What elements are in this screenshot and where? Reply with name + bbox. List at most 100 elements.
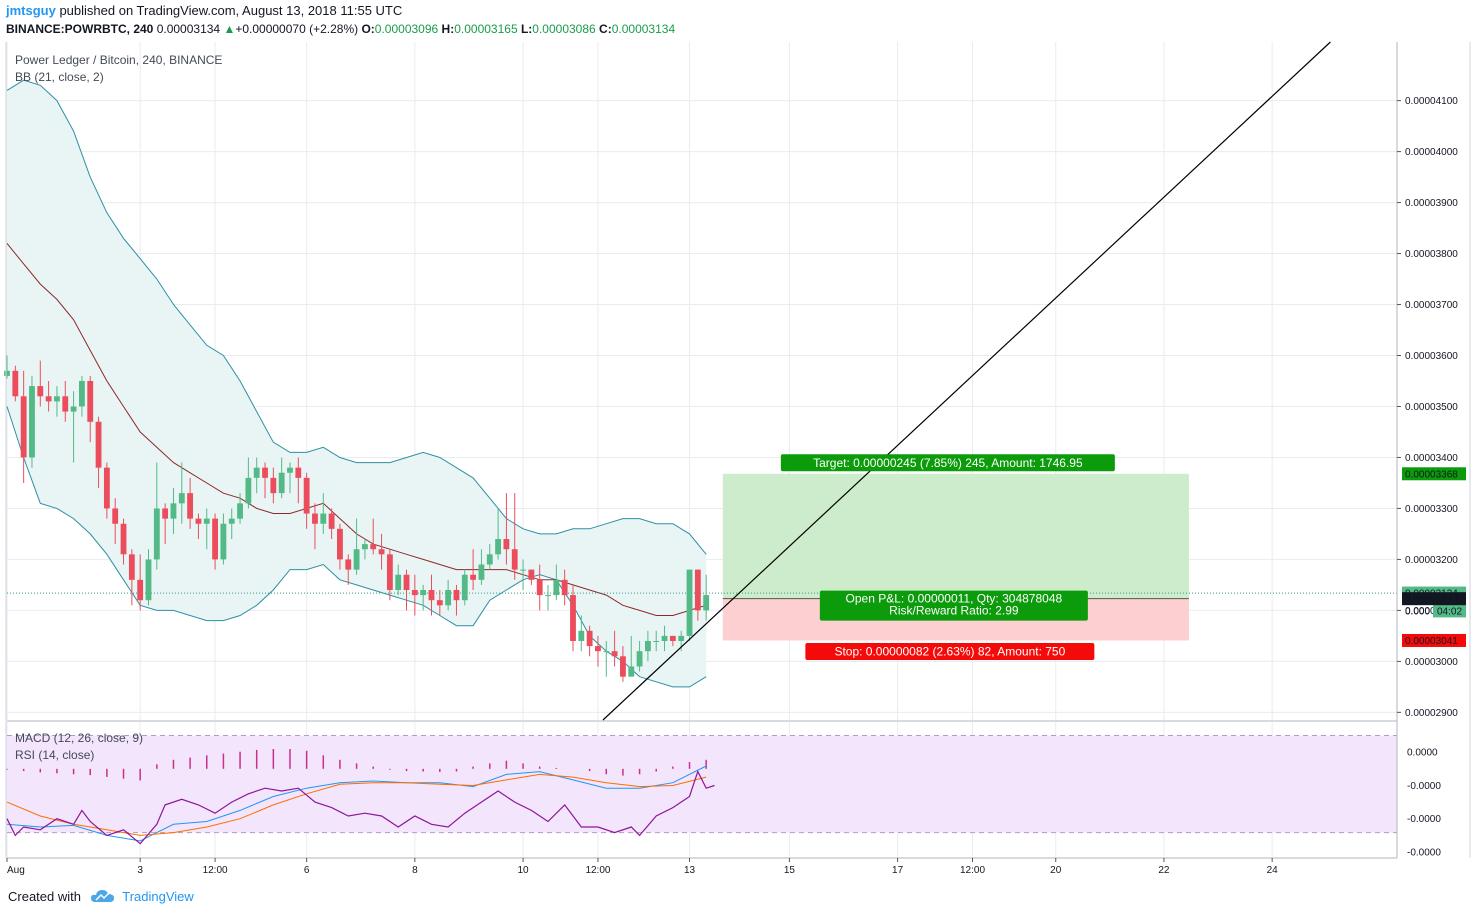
candle-body-up	[278, 472, 285, 494]
candle-body-up	[603, 651, 610, 653]
indicator-legend: Power Ledger / Bitcoin, 240, BINANCE BB …	[15, 53, 222, 762]
candle-body-down	[345, 559, 352, 570]
stop-label-bg	[805, 642, 1095, 660]
high-label: H:	[441, 22, 455, 36]
candle-body-up	[220, 523, 227, 560]
candle-body-down	[470, 574, 477, 580]
candle-body-down	[270, 477, 277, 494]
candle-body-up	[54, 396, 60, 402]
candle-body-down	[195, 518, 202, 524]
candle-body-up	[703, 595, 710, 611]
open-label: O:	[361, 22, 375, 36]
stop-label: Stop: 0.00000082 (2.63%) 82, Amount: 750	[834, 644, 1065, 658]
price-axis[interactable]: 0.00004100 0.00004000 0.00003900 0.00003800…	[1397, 96, 1466, 859]
candlesticks	[4, 355, 710, 682]
publish-text: published on TradingView.com, August 13,…	[55, 3, 403, 18]
target-label: Target: 0.00000245 (7.85%) 245, Amount: …	[813, 456, 1083, 470]
stop-price-badge-bg	[1402, 633, 1466, 647]
y-tick-label: 0.00004100	[1405, 96, 1458, 107]
high-value: 0.00003165	[454, 22, 518, 36]
candle-body-down	[528, 569, 535, 580]
candle-body-up	[4, 370, 10, 376]
candle-body-down	[87, 381, 94, 422]
candle-body-down	[128, 554, 135, 580]
pane-borders	[5, 42, 1471, 859]
candle-body-down	[12, 370, 19, 397]
y-tick-label: 0.00003200	[1405, 555, 1458, 566]
candle-body-down	[212, 518, 218, 560]
candle-body-up	[70, 406, 77, 412]
candle-body-up	[545, 595, 551, 597]
candle-body-up	[237, 503, 243, 519]
low-label: L:	[520, 22, 533, 36]
candle-body-down	[595, 646, 601, 652]
candle-body-down	[436, 600, 443, 606]
candle-body-down	[428, 590, 435, 601]
rsi-legend: RSI (14, close)	[15, 748, 94, 762]
ohlc-line: BINANCE:POWRBTC, 240 0.00003134 ▲+0.0000…	[6, 22, 675, 36]
candle-body-down	[95, 421, 102, 468]
candle-body-up	[420, 590, 427, 596]
time-axis[interactable]: Aug 3 12:00 6 8 10 12:00 13 15 17 12:00 20 22 24	[6, 858, 1278, 876]
candle-body-down	[137, 579, 144, 601]
stop-price-badge: 0.00003041	[1405, 636, 1458, 647]
candle-body-up	[661, 635, 668, 641]
y-tick-label: 0.00003600	[1405, 351, 1458, 362]
tradingview-link[interactable]: TradingView	[122, 889, 194, 904]
candle-body-up	[486, 554, 493, 565]
candle-body-up	[578, 630, 585, 641]
x-tick-label: 3	[137, 865, 143, 876]
candle-body-up	[287, 467, 293, 473]
candle-body-up	[170, 503, 177, 519]
candle-body-up	[178, 493, 185, 504]
candle-body-down	[337, 528, 343, 560]
risk-reward-label: Risk/Reward Ratio: 2.99	[889, 604, 1019, 618]
candle-body-down	[370, 544, 377, 550]
long-position-tool[interactable]	[7, 473, 1397, 641]
candle-body-up	[644, 640, 651, 652]
y-tick-label: 0.00003900	[1405, 198, 1458, 209]
change-up-icon: ▲	[223, 22, 236, 36]
candle-body-down	[120, 523, 127, 555]
candle-body-down	[503, 539, 510, 550]
candle-body-up	[636, 651, 643, 667]
signal-line	[6, 773, 707, 836]
x-tick-label: 15	[784, 865, 796, 876]
macd-legend: MACD (12, 26, close, 9)	[15, 731, 143, 745]
y-tick-label: 0.00002900	[1405, 708, 1458, 719]
candle-body-down	[162, 508, 169, 519]
bollinger-bands	[6, 79, 707, 688]
author-link[interactable]: jmtsguy	[6, 3, 56, 18]
chart-title: Power Ledger / Bitcoin, 240, BINANCE	[15, 53, 222, 67]
rsi-band-fill	[7, 735, 1397, 833]
candle-body-up	[686, 569, 693, 636]
y-tick-label: 0.00004000	[1405, 147, 1458, 158]
open-value: 0.00003096	[374, 22, 439, 36]
trendline-drawing[interactable]	[602, 41, 1331, 721]
target-label-bg	[780, 454, 1115, 472]
x-tick-label: 20	[1050, 865, 1062, 876]
candle-body-down	[112, 508, 119, 524]
y-tick-label: 0.00003100	[1405, 606, 1458, 617]
y-tick-label: 0.00003800	[1405, 249, 1458, 260]
countdown-badge-bg	[1433, 604, 1466, 618]
position-labels: Target: 0.00000245 (7.85%) 245, Amount: …	[780, 454, 1115, 660]
candle-body-up	[361, 544, 368, 550]
candle-body-down	[586, 630, 593, 647]
publish-line: jmtsguy published on TradingView.com, Au…	[6, 3, 402, 18]
candle-body-down	[411, 590, 418, 596]
footer: Created with TradingView	[8, 889, 194, 906]
candle-body-down	[570, 595, 576, 641]
candle-body-down	[103, 467, 110, 509]
candle-body-up	[445, 590, 452, 606]
macd-line	[6, 765, 707, 842]
y-tick-label: 0.00003300	[1405, 504, 1458, 515]
candle-body-up	[628, 666, 635, 677]
candle-body-down	[620, 656, 626, 677]
candle-body-down	[378, 549, 385, 555]
candle-body-down	[694, 569, 701, 611]
osc-tick-label: -0.0000	[1407, 781, 1441, 792]
pnl-label-bg	[819, 590, 1088, 621]
entry-price-badge-bg	[1402, 592, 1466, 606]
